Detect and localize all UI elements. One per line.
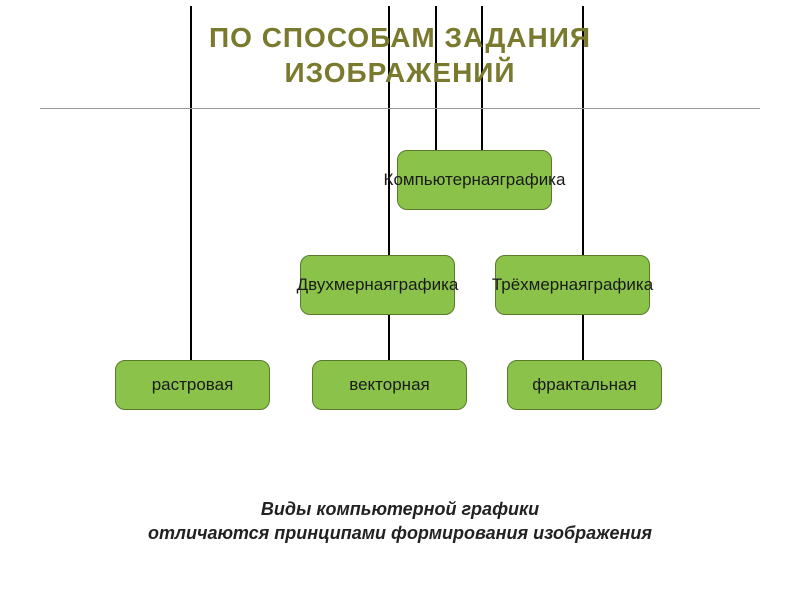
node-d3: Трёхмернаяграфика — [495, 255, 650, 315]
node-label-line: растровая — [152, 375, 234, 395]
footer-line-1: Виды компьютерной графики — [261, 499, 539, 519]
node-raster: растровая — [115, 360, 270, 410]
node-label-line: векторная — [349, 375, 429, 395]
page-title: ПО СПОСОБАМ ЗАДАНИЯ ИЗОБРАЖЕНИЙ — [0, 0, 800, 90]
title-line-2: ИЗОБРАЖЕНИЙ — [284, 57, 515, 88]
footer-caption: Виды компьютерной графики отличаются при… — [0, 498, 800, 545]
node-vector: векторная — [312, 360, 467, 410]
node-d2: Двухмернаяграфика — [300, 255, 455, 315]
node-label-line: Компьютерная — [384, 170, 500, 190]
footer-line-2: отличаются принципами формирования изобр… — [148, 523, 652, 543]
title-line-1: ПО СПОСОБАМ ЗАДАНИЯ — [209, 22, 591, 53]
node-label-line: Трёхмерная — [492, 275, 587, 295]
node-root: Компьютернаяграфика — [397, 150, 552, 210]
title-underline — [40, 108, 760, 109]
node-label-line: графика — [500, 170, 566, 190]
node-label-line: Двухмерная — [297, 275, 393, 295]
node-label-line: графика — [587, 275, 653, 295]
node-label-line: графика — [392, 275, 458, 295]
node-label-line: фрактальная — [532, 375, 636, 395]
node-fractal: фрактальная — [507, 360, 662, 410]
